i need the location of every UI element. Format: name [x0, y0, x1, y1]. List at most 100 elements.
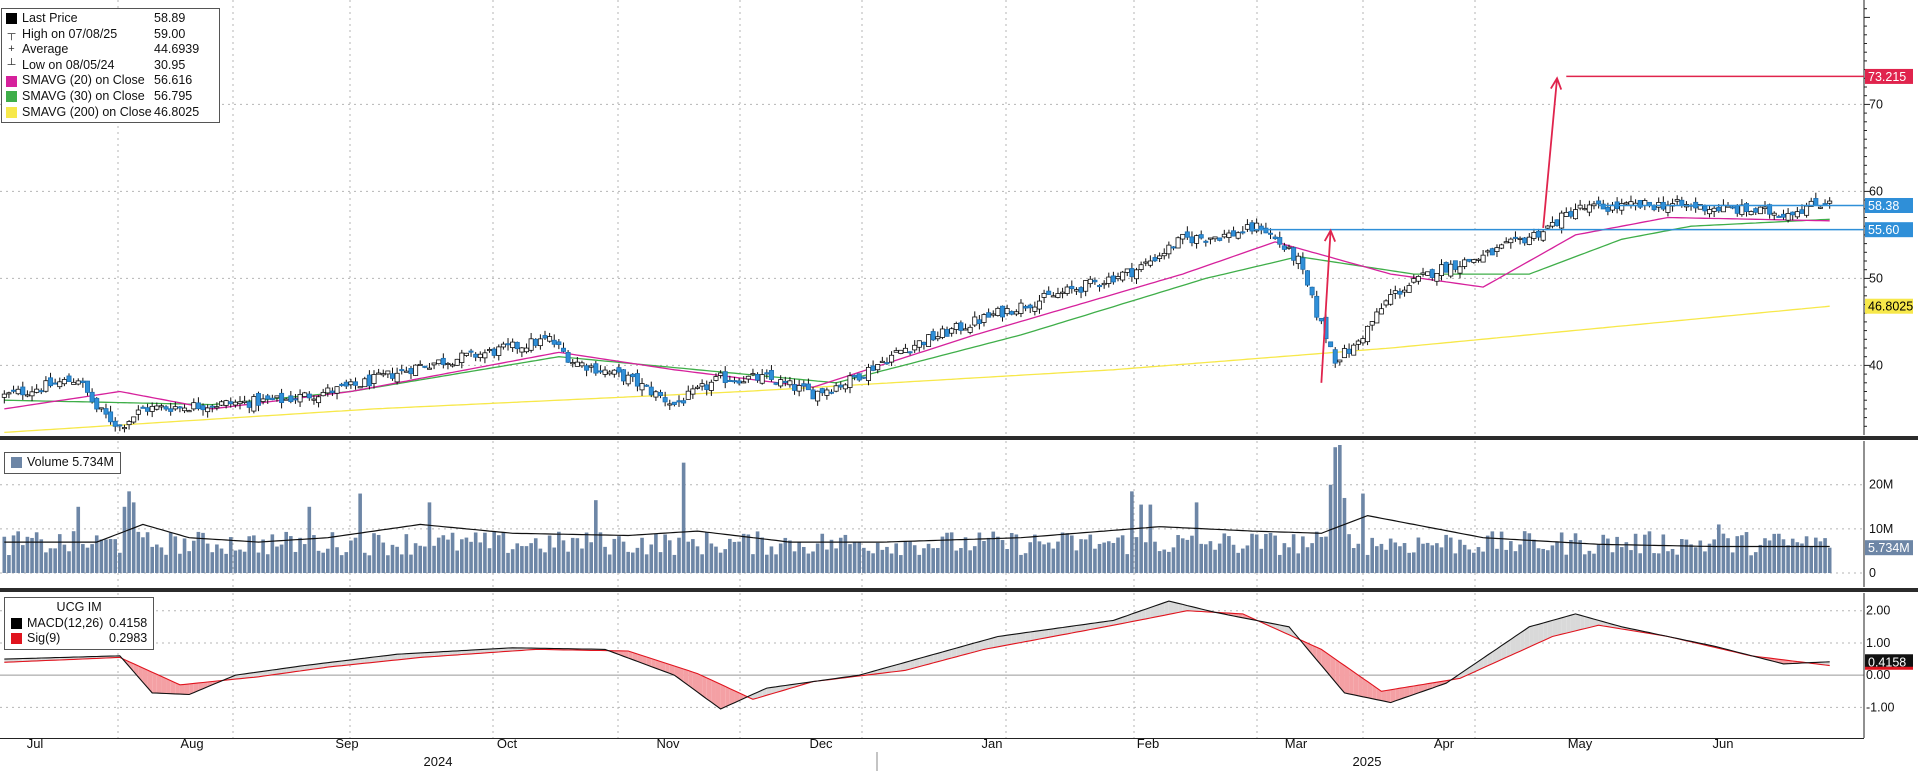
legend-swatch	[11, 633, 22, 645]
macd-fill	[1011, 633, 1017, 645]
candle-body	[1739, 204, 1745, 216]
volume-bar	[584, 532, 589, 573]
candle-body	[1434, 272, 1440, 282]
legend-value: 56.616	[154, 73, 193, 88]
volume-bar	[1264, 534, 1268, 573]
macd-fill	[508, 647, 513, 652]
macd-fill	[503, 648, 509, 652]
volume-bar	[1033, 534, 1037, 573]
volume-bar	[1153, 541, 1157, 573]
volume-bar	[580, 548, 584, 573]
macd-fill	[295, 666, 301, 672]
volume-bar	[1458, 539, 1462, 573]
macd-fill	[290, 666, 296, 673]
candle-body	[796, 385, 802, 392]
macd-fill	[1529, 625, 1534, 647]
macd-fill	[1039, 630, 1045, 640]
candle-body	[736, 380, 742, 384]
candle-body	[1817, 206, 1823, 209]
volume-bar	[533, 538, 538, 573]
volume-y-tick: 0	[1869, 566, 1876, 580]
macd-fill	[748, 694, 753, 700]
candle-body	[436, 359, 442, 365]
volume-bar	[1582, 554, 1587, 573]
volume-bar	[1361, 493, 1365, 573]
volume-bar	[1675, 554, 1679, 573]
macd-fill	[1127, 613, 1132, 623]
volume-bar	[1573, 533, 1578, 573]
macd-label-box	[1865, 654, 1913, 670]
macd-fill	[1335, 659, 1340, 688]
candle-body	[1217, 237, 1223, 241]
volume-ma-line	[4, 514, 1830, 548]
macd-fill	[392, 654, 398, 661]
macd-fill	[1386, 689, 1391, 703]
volume-bar	[1338, 445, 1342, 573]
macd-fill	[956, 646, 961, 657]
candle-body	[482, 352, 488, 359]
volume-bar	[1490, 531, 1495, 573]
candle-body	[616, 367, 622, 373]
candle-body	[394, 372, 400, 383]
volume-bar	[20, 545, 25, 573]
volume-bar	[723, 549, 728, 573]
volume-bar	[1656, 553, 1661, 573]
candle-body	[889, 354, 895, 363]
candle-body	[15, 388, 21, 395]
volume-bar	[390, 544, 395, 573]
volume-bar	[1411, 552, 1416, 573]
candle-body	[685, 390, 691, 400]
volume-bar	[825, 549, 829, 573]
candle-body	[473, 353, 479, 358]
candle-body	[1041, 292, 1047, 298]
volume-bar	[603, 546, 607, 573]
candle-body	[514, 341, 520, 350]
candle-body	[621, 369, 627, 382]
volume-bar	[1772, 533, 1777, 573]
candle-body	[870, 365, 876, 371]
candle-body	[385, 370, 391, 375]
candle-body	[852, 374, 858, 378]
candle-body	[1397, 290, 1403, 295]
candle-body	[829, 391, 835, 394]
candle-body	[320, 391, 326, 397]
volume-bar	[1730, 552, 1735, 573]
macd-fill	[1362, 678, 1368, 698]
candle-body	[1004, 308, 1010, 315]
candle-body	[1268, 232, 1274, 235]
volume-bar	[714, 546, 718, 573]
candle-body	[1147, 260, 1153, 266]
volume-bar	[76, 506, 81, 573]
volume-bar	[85, 547, 90, 573]
volume-bar	[367, 555, 372, 573]
macd-fill	[1492, 648, 1497, 664]
macd-fill	[424, 652, 430, 658]
candle-body	[510, 341, 516, 349]
price-label-text: 46.8025	[1868, 300, 1913, 314]
macd-fill	[406, 653, 411, 659]
volume-bar	[473, 532, 478, 573]
candle-body	[574, 361, 580, 367]
macd-fill	[475, 649, 481, 654]
candle-body	[1351, 344, 1357, 356]
volume-bar	[1056, 541, 1060, 573]
candle-body	[24, 394, 30, 397]
volume-bar	[1231, 544, 1236, 573]
candle-body	[158, 405, 164, 408]
volume-bar	[510, 549, 515, 573]
macd-fill	[1057, 627, 1063, 636]
macd-fill	[896, 663, 901, 672]
macd-fill	[239, 673, 245, 679]
volume-bar	[1245, 545, 1250, 573]
candle-body	[1822, 203, 1828, 206]
candle-body	[477, 353, 483, 358]
macd-fill	[350, 659, 356, 665]
macd-fill	[923, 655, 929, 666]
volume-bar	[261, 539, 265, 573]
macd-fill	[628, 651, 633, 660]
volume-bar	[1425, 542, 1430, 573]
volume-bar	[1079, 539, 1083, 573]
candle-body	[1425, 271, 1431, 276]
candle-body	[353, 381, 359, 386]
